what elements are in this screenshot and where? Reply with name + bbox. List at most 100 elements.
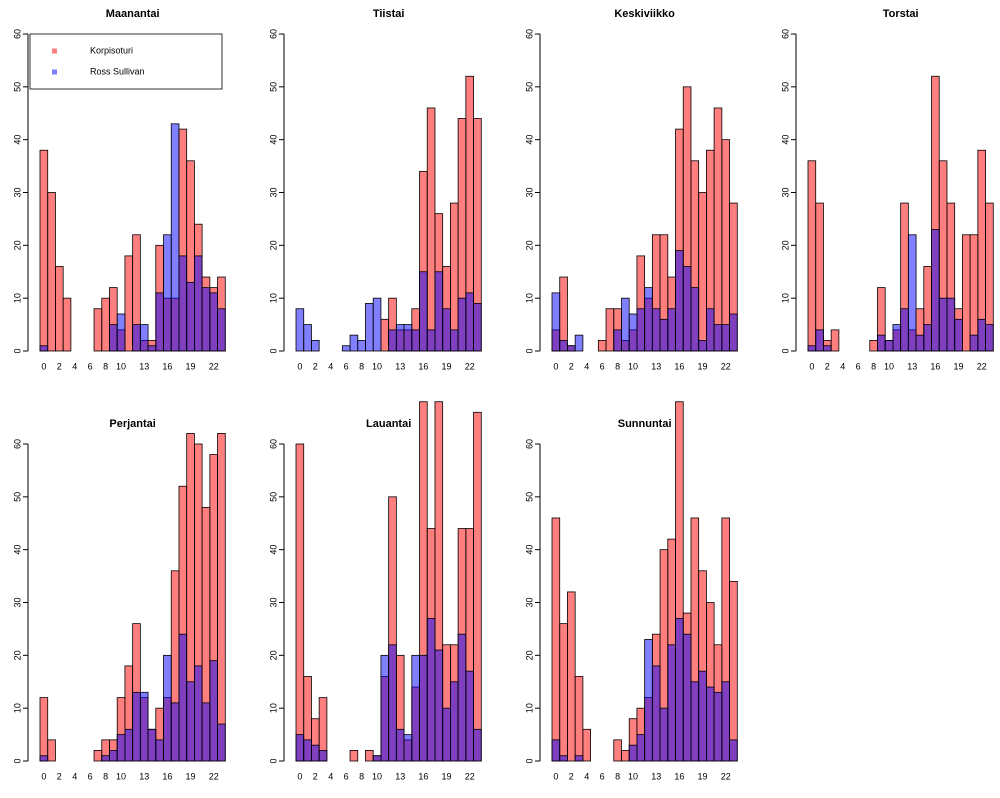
bar bbox=[574, 334, 584, 352]
x-tick-label: 8 bbox=[103, 771, 108, 781]
x-tick-label: 8 bbox=[871, 361, 876, 371]
bar bbox=[644, 639, 653, 762]
bar bbox=[388, 329, 397, 352]
bar bbox=[931, 229, 940, 352]
bar bbox=[713, 324, 723, 352]
x-tick-label: 19 bbox=[442, 771, 452, 781]
bar bbox=[651, 665, 661, 762]
x-tick-label: 2 bbox=[569, 361, 574, 371]
x-tick-label: 2 bbox=[569, 771, 574, 781]
y-tick-label: 0 bbox=[12, 348, 22, 353]
x-tick-label: 10 bbox=[372, 361, 382, 371]
y-tick-label: 50 bbox=[524, 82, 534, 92]
bar bbox=[93, 308, 103, 352]
legend-swatch bbox=[52, 48, 57, 54]
x-tick-label: 8 bbox=[359, 771, 364, 781]
bar bbox=[101, 297, 110, 352]
bar bbox=[729, 580, 738, 762]
bar bbox=[217, 433, 226, 762]
bar bbox=[946, 297, 956, 352]
bar bbox=[667, 308, 676, 352]
bar bbox=[892, 324, 902, 352]
y-tick-label: 60 bbox=[780, 29, 790, 39]
bar bbox=[706, 686, 715, 762]
x-tick-label: 4 bbox=[328, 771, 333, 781]
bar bbox=[311, 744, 320, 762]
x-tick-label: 10 bbox=[116, 361, 126, 371]
y-tick-label: 10 bbox=[524, 703, 534, 713]
x-tick-label: 13 bbox=[907, 361, 917, 371]
bar bbox=[954, 318, 963, 352]
y-tick-label: 20 bbox=[524, 240, 534, 250]
bar bbox=[295, 734, 305, 762]
y-tick-label: 0 bbox=[268, 348, 278, 353]
bar bbox=[403, 324, 413, 352]
x-tick-label: 19 bbox=[698, 771, 708, 781]
bar bbox=[217, 308, 226, 352]
legend-box bbox=[29, 33, 223, 90]
bar bbox=[721, 139, 730, 352]
x-tick-label: 10 bbox=[372, 771, 382, 781]
bar bbox=[47, 739, 56, 762]
bar bbox=[147, 728, 157, 762]
bar bbox=[163, 654, 172, 762]
bar bbox=[124, 255, 134, 352]
x-tick-label: 4 bbox=[584, 771, 589, 781]
chart-title: Keskiviikko bbox=[614, 8, 675, 20]
y-tick-label: 0 bbox=[780, 348, 790, 353]
bar bbox=[698, 340, 707, 352]
bar bbox=[209, 292, 218, 352]
bar bbox=[132, 691, 141, 762]
bar bbox=[311, 340, 320, 352]
bar bbox=[349, 750, 359, 762]
x-tick-label: 10 bbox=[628, 361, 638, 371]
bar bbox=[93, 750, 103, 762]
x-tick-label: 13 bbox=[139, 771, 149, 781]
bar bbox=[403, 734, 413, 762]
bar bbox=[473, 303, 482, 352]
x-tick-label: 22 bbox=[977, 361, 987, 371]
bar bbox=[380, 654, 390, 762]
bar bbox=[628, 313, 638, 352]
y-tick-label: 30 bbox=[12, 187, 22, 197]
x-tick-label: 19 bbox=[442, 361, 452, 371]
bar bbox=[295, 308, 305, 352]
x-tick-label: 6 bbox=[88, 361, 93, 371]
bar bbox=[473, 728, 482, 762]
x-tick-label: 8 bbox=[615, 771, 620, 781]
y-tick-label: 60 bbox=[12, 439, 22, 449]
y-tick-label: 20 bbox=[268, 650, 278, 660]
bar bbox=[698, 670, 707, 762]
bar bbox=[186, 681, 195, 762]
x-tick-label: 8 bbox=[615, 361, 620, 371]
bar bbox=[365, 750, 374, 762]
x-tick-label: 16 bbox=[674, 771, 684, 781]
bar bbox=[349, 334, 359, 352]
bar bbox=[155, 292, 164, 352]
bar bbox=[659, 318, 669, 352]
y-tick-label: 10 bbox=[524, 293, 534, 303]
x-tick-label: 22 bbox=[209, 771, 219, 781]
bar bbox=[217, 723, 226, 762]
y-tick-label: 40 bbox=[780, 135, 790, 145]
bar bbox=[713, 107, 723, 352]
bar bbox=[380, 318, 390, 352]
bar bbox=[442, 707, 451, 762]
chart-title: Perjantai bbox=[109, 418, 155, 430]
bar bbox=[201, 702, 211, 762]
bar bbox=[977, 318, 986, 352]
x-tick-label: 16 bbox=[674, 361, 684, 371]
bar bbox=[419, 271, 428, 352]
legend-label: Korpisoturi bbox=[90, 45, 133, 55]
bar bbox=[698, 192, 707, 352]
x-tick-label: 8 bbox=[103, 361, 108, 371]
x-tick-label: 0 bbox=[553, 771, 558, 781]
bar bbox=[395, 324, 405, 352]
y-tick-label: 30 bbox=[12, 597, 22, 607]
bar bbox=[411, 654, 420, 762]
x-tick-label: 6 bbox=[344, 771, 349, 781]
x-tick-label: 4 bbox=[328, 361, 333, 371]
bar bbox=[388, 644, 397, 762]
y-tick-label: 50 bbox=[780, 82, 790, 92]
